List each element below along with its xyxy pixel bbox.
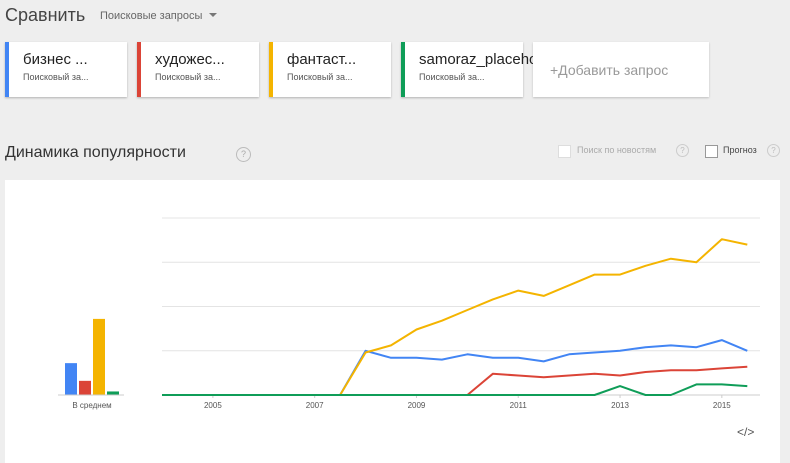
dropdown-label: Поисковые запросы xyxy=(100,10,203,22)
bar xyxy=(79,380,91,395)
bar xyxy=(93,318,105,395)
term-subtitle: Поисковый за... xyxy=(155,72,221,82)
term-name: фантаст... xyxy=(287,51,357,68)
x-tick-label: 2007 xyxy=(306,401,324,410)
bar xyxy=(107,391,119,395)
dropdown-arrow xyxy=(209,13,218,17)
term-subtitle: Поисковый за... xyxy=(287,72,353,82)
help-icon[interactable]: ? xyxy=(236,147,251,162)
x-tick-label: 2013 xyxy=(611,401,629,410)
term-card[interactable]: фантаст... Поисковый за... xyxy=(269,42,391,97)
term-card[interactable]: samoraz_placeholder Поисковый за... xyxy=(401,42,562,97)
x-tick-label: 2015 xyxy=(713,401,731,410)
term-subtitle: Поисковый за... xyxy=(419,72,485,82)
header-title: Сравнить xyxy=(5,5,86,25)
add-term: +Добавить запрос xyxy=(550,62,669,78)
term-name: художес... xyxy=(155,51,225,68)
embed-button[interactable]: </> xyxy=(737,425,755,439)
news-option: Поиск по новостям xyxy=(577,145,657,155)
x-tick-label: В среднем xyxy=(72,401,111,410)
panel-bg xyxy=(5,180,780,463)
forecast-option: Прогноз xyxy=(723,145,757,155)
dropdown[interactable]: Поисковые запросы xyxy=(100,10,218,22)
line-series xyxy=(162,383,748,396)
term-subtitle: Поисковый за... xyxy=(23,72,89,82)
forecast-checkbox[interactable] xyxy=(705,145,718,158)
x-tick-label: 2009 xyxy=(408,401,426,410)
help-icon[interactable]: ? xyxy=(676,144,689,157)
chart-panel: В среднем 2005 2007 2009 2011 2013 2015 xyxy=(5,180,780,463)
term-card[interactable]: художес... Поисковый за... xyxy=(137,42,259,97)
add-term-card[interactable]: +Добавить запрос xyxy=(533,42,709,97)
term-name: бизнес ... xyxy=(23,51,88,68)
section-title: Динамика популярности xyxy=(5,144,186,161)
x-tick-label: 2005 xyxy=(204,401,222,410)
term-name: samoraz_placeholder xyxy=(419,51,563,68)
help-icon[interactable]: ? xyxy=(767,144,780,157)
news-checkbox[interactable] xyxy=(558,145,571,158)
x-tick-label: 2011 xyxy=(510,401,528,410)
bar xyxy=(65,363,77,395)
term-card[interactable]: бизнес ... Поисковый за... xyxy=(5,42,127,97)
